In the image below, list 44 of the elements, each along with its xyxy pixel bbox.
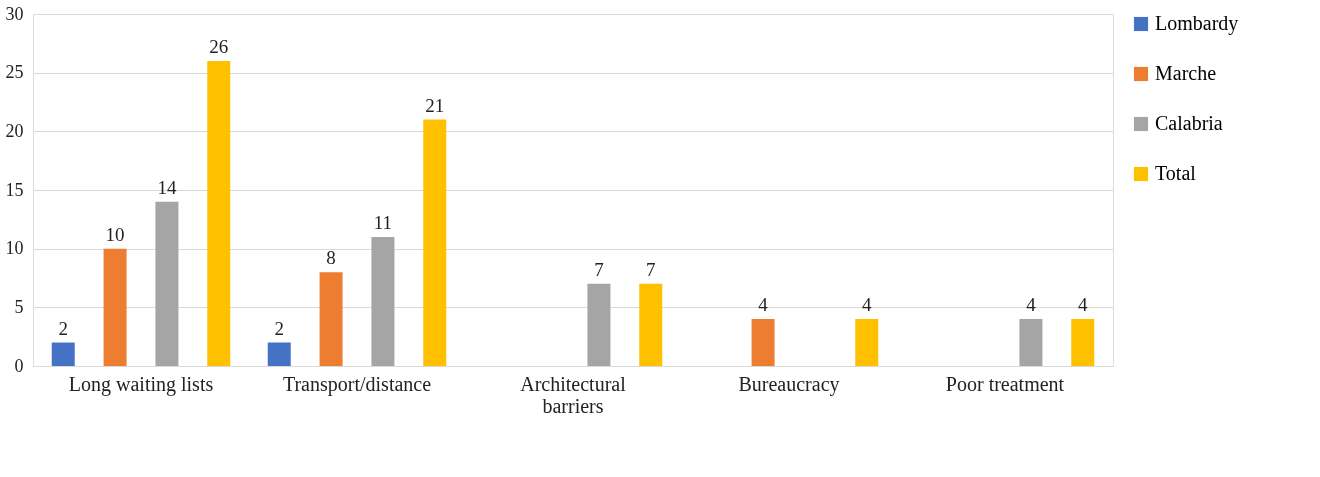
data-label: 7 [646, 258, 656, 280]
x-tick-label: Transport/distance [282, 372, 432, 396]
data-label: 4 [862, 294, 873, 316]
y-tick-label: 25 [5, 62, 24, 83]
legend-label: Marche [1155, 62, 1217, 84]
y-tick-label: 20 [5, 120, 24, 141]
bar [751, 319, 775, 366]
y-tick-label: 30 [5, 3, 24, 24]
bar [319, 272, 343, 366]
data-label: 10 [105, 223, 125, 245]
legend-label: Total [1155, 162, 1197, 184]
data-label: 11 [373, 211, 393, 233]
bar [639, 283, 663, 366]
data-label: 4 [1026, 294, 1037, 316]
data-label: 7 [594, 258, 604, 280]
legend-label: Calabria [1155, 112, 1223, 134]
y-tick-label: 10 [5, 238, 24, 259]
data-label: 2 [58, 317, 68, 339]
data-label: 4 [758, 294, 769, 316]
bar [1019, 319, 1043, 366]
bar [423, 119, 447, 366]
data-label: 2 [274, 317, 284, 339]
bar [855, 319, 879, 366]
data-label: 21 [425, 94, 445, 116]
data-label: 8 [326, 247, 336, 269]
bar [155, 201, 179, 366]
data-label: 4 [1078, 294, 1089, 316]
y-tick-label: 0 [14, 355, 24, 376]
bar [51, 342, 75, 366]
x-tick-label: Long waiting lists [68, 372, 214, 396]
y-tick-label: 15 [5, 179, 24, 200]
bar [371, 236, 395, 366]
bar [207, 60, 231, 366]
x-tick-label: Poor treatment [945, 372, 1065, 395]
data-label: 26 [209, 35, 229, 57]
bar [267, 342, 291, 366]
x-tick-label: Bureaucracy [738, 372, 840, 396]
bar [587, 283, 611, 366]
legend-label: Lombardy [1155, 12, 1239, 35]
bar [103, 248, 127, 366]
y-tick-label: 5 [14, 296, 24, 317]
data-label: 14 [157, 176, 177, 198]
bar [1071, 319, 1095, 366]
x-tick-label: Architectural barriers [520, 372, 627, 417]
